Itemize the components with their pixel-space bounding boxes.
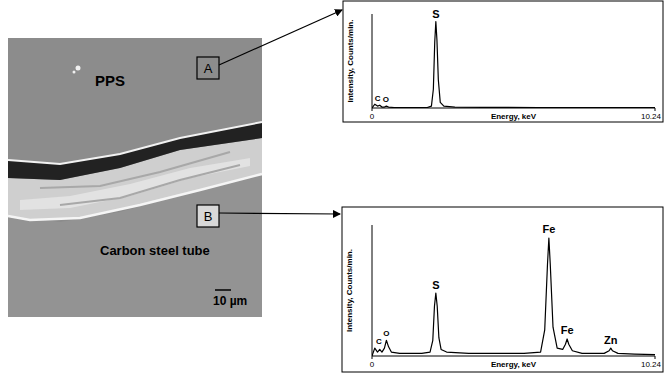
particle: [76, 66, 81, 71]
x-axis-label: Energy, keV: [491, 360, 537, 369]
peak-label: C: [376, 337, 382, 346]
peak-label: Fe: [561, 324, 574, 336]
panel-frame: [343, 1, 663, 122]
figure: PPS Carbon steel tube 10 µm A B 0 10.24 Energy,…: [0, 0, 665, 373]
x-tick-label: 10.24: [641, 112, 662, 121]
data-group: [372, 22, 655, 108]
x-tick-label: 10.24: [641, 360, 662, 369]
crack-edge: [8, 122, 262, 164]
x-tick: [372, 356, 373, 359]
region-box: [197, 57, 219, 79]
peak-label: Zn: [604, 334, 618, 346]
sem-image: PPS Carbon steel tube 10 µm A B: [8, 38, 262, 317]
x-tick-label: 0: [370, 360, 375, 369]
material-label: PPS: [95, 72, 125, 89]
spectrum-line: [372, 238, 655, 356]
y-axis: [372, 225, 373, 356]
x-tick: [655, 108, 656, 111]
region-label: A: [204, 61, 213, 76]
peak-label: S: [432, 279, 439, 291]
panel-frame: [342, 207, 663, 372]
region-label: B: [204, 209, 213, 224]
region-box: [197, 205, 219, 227]
x-tick-label: 0: [370, 112, 375, 121]
particle: [73, 71, 76, 74]
y-axis-label: Intensity, Counts/min.: [346, 20, 355, 103]
peak-label: O: [383, 95, 389, 104]
sem-background: [8, 38, 262, 317]
peak-label: O: [383, 329, 389, 338]
peak-label: S: [432, 8, 439, 20]
spectrum-line: [372, 22, 655, 108]
crack: [8, 122, 262, 180]
material-label: Carbon steel tube: [100, 243, 210, 258]
x-axis: [372, 356, 655, 357]
y-axis-label: Intensity, Counts/min.: [345, 249, 354, 332]
x-tick: [655, 356, 656, 359]
peak-label: Fe: [542, 223, 555, 235]
arrow: [219, 10, 342, 65]
scale-bar: [215, 289, 231, 291]
y-axis: [372, 14, 373, 108]
spectrum-chart: 0 10.24 Energy, keV Intensity, Counts/min. C…: [343, 1, 663, 122]
x-axis-label: Energy, keV: [491, 112, 537, 121]
scale-bar-label: 10 µm: [213, 294, 247, 308]
data-group: [372, 238, 655, 356]
x-tick: [372, 108, 373, 111]
spectrum-chart: 0 10.24 Energy, keV Intensity, Counts/min. C…: [342, 207, 663, 372]
peak-label: C: [375, 94, 381, 103]
arrow: [219, 213, 340, 214]
